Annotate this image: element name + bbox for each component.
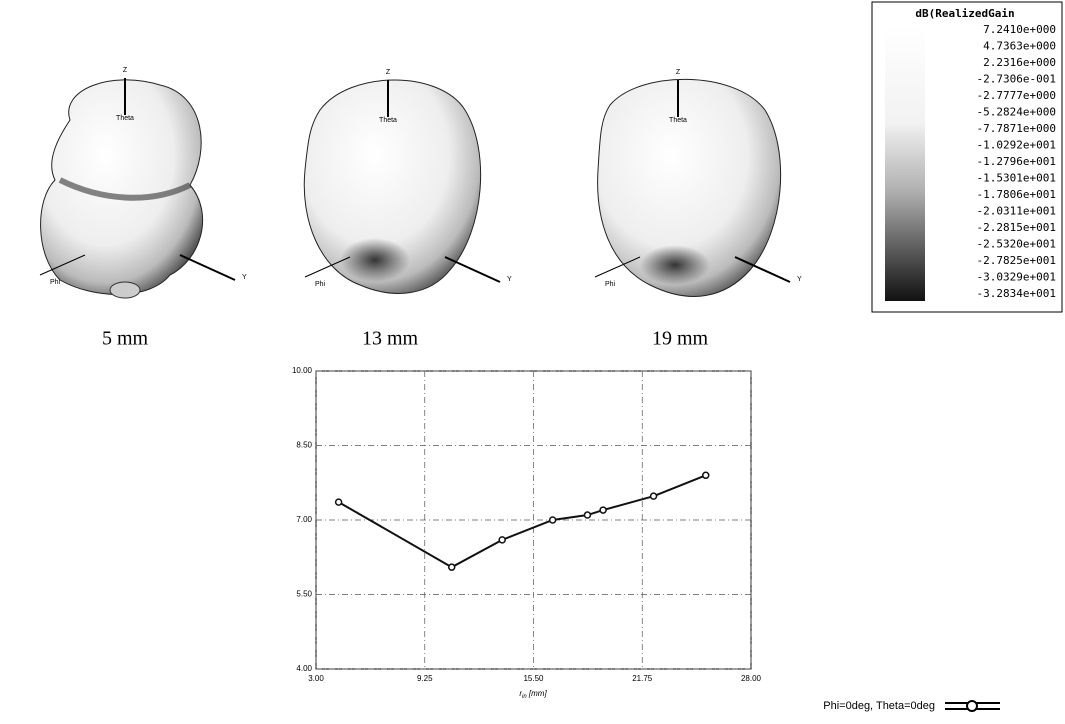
y-axis-label: Y <box>242 274 247 281</box>
pattern-5mm <box>41 80 203 298</box>
theta-label: Theta <box>669 117 687 124</box>
color-scale-level: -2.0311e+001 <box>977 205 1056 218</box>
pattern-label: 5 mm <box>102 328 149 350</box>
y-axis <box>180 255 235 280</box>
data-point <box>584 512 590 518</box>
x-tick-label: 9.25 <box>417 674 433 683</box>
y-axis-label: Y <box>797 276 802 283</box>
color-scale-strip <box>885 26 925 301</box>
color-scale-level: -3.2834e+001 <box>977 287 1056 300</box>
color-scale-level: 4.7363e+000 <box>983 40 1056 53</box>
x-tick-label: 3.00 <box>308 674 324 683</box>
legend-symbol <box>945 701 1000 711</box>
color-scale-level: -5.2824e+000 <box>977 106 1056 119</box>
phi-label: Phi <box>605 281 616 288</box>
x-axis-label: rin [mm] <box>519 689 547 699</box>
phi-label: Phi <box>315 281 326 288</box>
color-scale-level: -1.7806e+001 <box>977 188 1056 201</box>
color-scale-level: -1.0292e+001 <box>977 139 1056 152</box>
data-point <box>703 472 709 478</box>
y-tick-label: 7.00 <box>296 515 312 524</box>
color-scale-level: -1.2796e+001 <box>977 155 1056 168</box>
data-point <box>550 517 556 523</box>
figure: dB(RealizedGain rin [mm] Phi=0deg, Theta… <box>0 0 1065 724</box>
y-tick-label: 8.50 <box>296 441 312 450</box>
series-line <box>339 475 706 567</box>
color-scale-level: 2.2316e+000 <box>983 56 1056 69</box>
data-point <box>336 499 342 505</box>
z-axis-label: Z <box>676 69 681 76</box>
pattern-label: 13 mm <box>362 328 419 350</box>
color-scale-level: -2.7306e-001 <box>977 73 1056 86</box>
y-tick-label: 10.00 <box>292 366 313 375</box>
color-scale-level: -1.5301e+001 <box>977 172 1056 185</box>
color-scale-level: -3.0329e+001 <box>977 271 1056 284</box>
color-scale-level: -2.7777e+000 <box>977 89 1056 102</box>
theta-label: Theta <box>379 117 397 124</box>
data-point <box>651 493 657 499</box>
legend-label: Phi=0deg, Theta=0deg <box>823 700 935 712</box>
color-scale-title: dB(RealizedGain <box>915 7 1014 20</box>
theta-label: Theta <box>116 115 134 122</box>
color-scale-level: -2.2815e+001 <box>977 221 1056 234</box>
color-scale-level: 7.2410e+000 <box>983 23 1056 36</box>
pattern-label: 19 mm <box>652 328 709 350</box>
phi-label: Phi <box>50 279 61 286</box>
x-tick-label: 15.50 <box>523 674 544 683</box>
data-point <box>600 507 606 513</box>
data-point <box>449 564 455 570</box>
color-scale-level: -2.5320e+001 <box>977 238 1056 251</box>
y-tick-label: 5.50 <box>296 590 312 599</box>
data-point <box>499 537 505 543</box>
y-axis <box>445 257 500 282</box>
color-scale-level: -7.7871e+000 <box>977 122 1056 135</box>
x-tick-label: 28.00 <box>741 674 762 683</box>
z-axis-label: Z <box>386 69 391 76</box>
y-tick-label: 4.00 <box>296 664 312 673</box>
y-axis-label: Y <box>507 276 512 283</box>
color-scale-level: -2.7825e+001 <box>977 254 1056 267</box>
x-tick-label: 21.75 <box>632 674 653 683</box>
z-axis-label: Z <box>123 67 128 74</box>
